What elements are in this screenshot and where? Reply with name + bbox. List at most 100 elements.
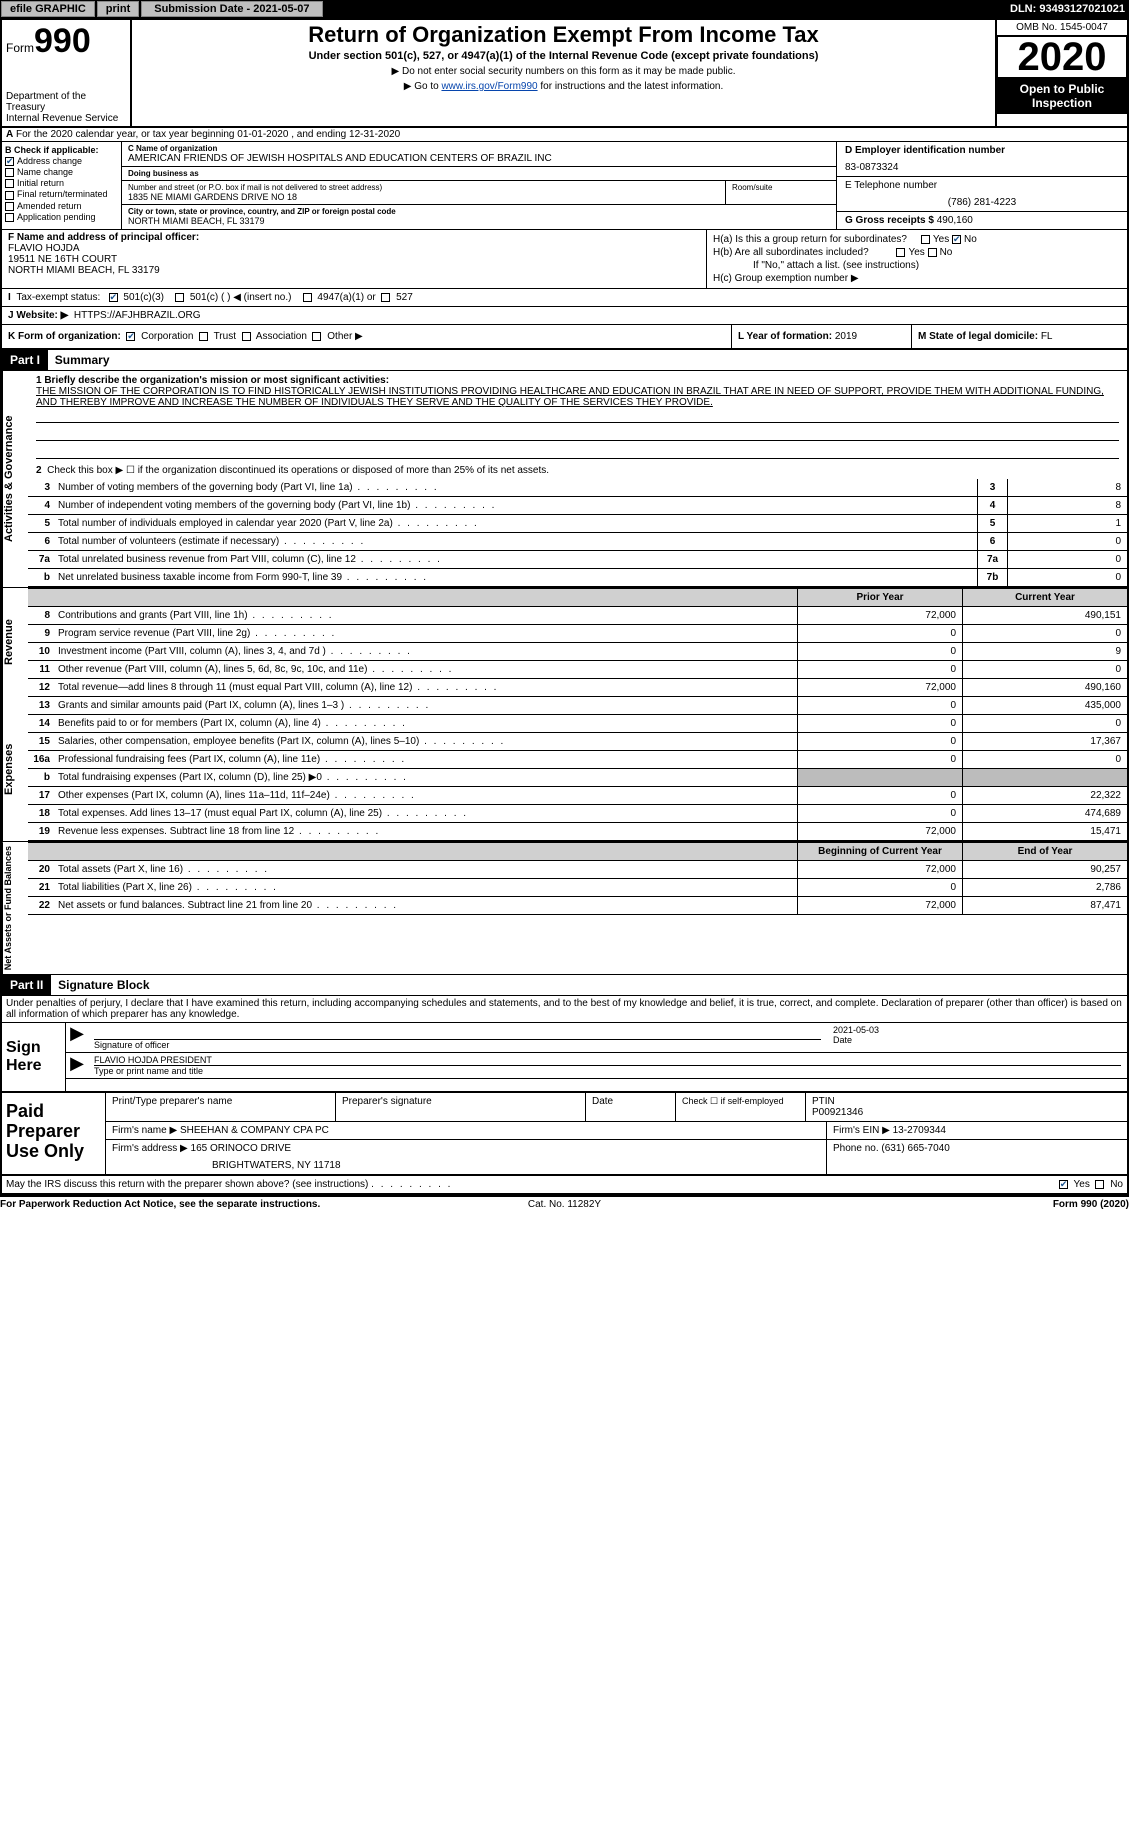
checkbox-initial-return[interactable] — [5, 179, 14, 188]
officer-name: FLAVIO HOJDA — [8, 243, 700, 254]
line-a: A For the 2020 calendar year, or tax yea… — [2, 128, 1127, 142]
tax-501c[interactable] — [175, 293, 184, 302]
paid-preparer-label: Paid Preparer Use Only — [2, 1093, 106, 1174]
form-word: Form — [6, 41, 34, 55]
section-l: L Year of formation: 2019 — [732, 325, 912, 348]
form-year-block: OMB No. 1545-0047 2020 Open to Public In… — [995, 20, 1127, 126]
form-title: Return of Organization Exempt From Incom… — [140, 22, 987, 48]
discuss-question: May the IRS discuss this return with the… — [6, 1179, 368, 1190]
open-to-public: Open to Public Inspection — [997, 78, 1127, 114]
summary-row: 5Total number of individuals employed in… — [28, 515, 1127, 533]
footer-catno: Cat. No. 11282Y — [376, 1199, 752, 1210]
sign-here-label: Sign Here — [2, 1023, 66, 1091]
prep-date: Date — [586, 1093, 676, 1121]
h-b-yes[interactable] — [896, 248, 905, 257]
h-a-yes[interactable] — [921, 235, 930, 244]
checkbox-address-change[interactable] — [5, 157, 14, 166]
h-a-no[interactable] — [952, 235, 961, 244]
section-c: C Name of organization AMERICAN FRIENDS … — [122, 142, 837, 229]
k-trust[interactable] — [199, 332, 208, 341]
tax-527[interactable] — [381, 293, 390, 302]
table-row: 16aProfessional fundraising fees (Part I… — [28, 751, 1127, 769]
arrow-icon: ▶ — [66, 1053, 88, 1078]
submission-date: Submission Date - 2021-05-07 — [141, 1, 322, 17]
checkbox-name-change[interactable] — [5, 168, 14, 177]
signature-declaration: Under penalties of perjury, I declare th… — [2, 996, 1127, 1023]
website-value: HTTPS://AFJHBRAZIL.ORG — [74, 310, 201, 321]
section-d: D Employer identification number 83-0873… — [837, 142, 1127, 229]
table-row: 22Net assets or fund balances. Subtract … — [28, 897, 1127, 915]
gross-value: 490,160 — [937, 215, 973, 226]
table-row: 21Total liabilities (Part X, line 26)02,… — [28, 879, 1127, 897]
table-row: 12Total revenue—add lines 8 through 11 (… — [28, 679, 1127, 697]
firm-city: BRIGHTWATERS, NY 11718 — [112, 1154, 820, 1171]
ptin-label: PTIN — [812, 1096, 1121, 1107]
mission-text: THE MISSION OF THE CORPORATION IS TO FIN… — [36, 386, 1119, 408]
print-button[interactable]: print — [97, 1, 139, 17]
table-row: 10Investment income (Part VIII, column (… — [28, 643, 1127, 661]
prep-self-employed: Check ☐ if self-employed — [676, 1093, 806, 1121]
ein-label: D Employer identification number — [845, 145, 1005, 156]
tab-activities-governance: Activities & Governance — [2, 371, 28, 587]
org-name-label: C Name of organization — [128, 144, 830, 153]
sig-date: 2021-05-03 — [833, 1025, 1121, 1035]
dept-label: Department of the Treasury Internal Reve… — [6, 91, 126, 124]
part2-header: Part II — [2, 975, 51, 995]
k-assoc[interactable] — [242, 332, 251, 341]
table-row: 19Revenue less expenses. Subtract line 1… — [28, 823, 1127, 841]
sig-date-label: Date — [833, 1035, 1121, 1045]
officer-addr1: 19511 NE 16TH COURT — [8, 254, 700, 265]
tab-revenue: Revenue — [2, 588, 28, 697]
part1-title: Summary — [51, 350, 114, 370]
section-i: I Tax-exempt status: 501(c)(3) 501(c) ( … — [2, 288, 1127, 306]
firm-name: SHEEHAN & COMPANY CPA PC — [180, 1125, 329, 1136]
table-row: 9Program service revenue (Part VIII, lin… — [28, 625, 1127, 643]
discuss-yes[interactable] — [1059, 1180, 1068, 1189]
section-f: F Name and address of principal officer:… — [2, 230, 707, 288]
table-row: 11Other revenue (Part VIII, column (A), … — [28, 661, 1127, 679]
checkbox-app-pending[interactable] — [5, 213, 14, 222]
form-number: 990 — [34, 22, 91, 60]
table-row: 8Contributions and grants (Part VIII, li… — [28, 607, 1127, 625]
form-subtitle: Under section 501(c), 527, or 4947(a)(1)… — [140, 50, 987, 62]
col-current-year: Current Year — [962, 589, 1127, 606]
gross-label: G Gross receipts $ — [845, 215, 934, 226]
table-row: 20Total assets (Part X, line 16)72,00090… — [28, 861, 1127, 879]
table-row: 17Other expenses (Part IX, column (A), l… — [28, 787, 1127, 805]
efile-label: efile GRAPHIC — [1, 1, 95, 17]
k-other[interactable] — [312, 332, 321, 341]
table-row: 13Grants and similar amounts paid (Part … — [28, 697, 1127, 715]
col-prior-year: Prior Year — [797, 589, 962, 606]
firm-phone: (631) 665-7040 — [881, 1143, 949, 1154]
arrow-icon: ▶ — [66, 1023, 88, 1052]
sig-officer-label: Signature of officer — [94, 1039, 821, 1050]
firm-address: 165 ORINOCO DRIVE — [191, 1143, 292, 1154]
discuss-no[interactable] — [1095, 1180, 1104, 1189]
form-note1: ▶ Do not enter social security numbers o… — [140, 66, 987, 77]
table-row: bTotal fundraising expenses (Part IX, co… — [28, 769, 1127, 787]
tax-4947[interactable] — [303, 293, 312, 302]
k-corp[interactable] — [126, 332, 135, 341]
tab-net-assets: Net Assets or Fund Balances — [2, 842, 28, 974]
summary-row: bNet unrelated business taxable income f… — [28, 569, 1127, 587]
form-id-block: Form990 Department of the Treasury Inter… — [2, 20, 132, 126]
checkbox-amended[interactable] — [5, 202, 14, 211]
tax-501c3[interactable] — [109, 293, 118, 302]
ptin-value: P00921346 — [812, 1107, 1121, 1118]
checkbox-final-return[interactable] — [5, 191, 14, 200]
tel-value: (786) 281-4223 — [845, 197, 1119, 208]
section-b-checkboxes: B Check if applicable: Address change Na… — [2, 142, 122, 229]
summary-row: 6Total number of volunteers (estimate if… — [28, 533, 1127, 551]
officer-addr2: NORTH MIAMI BEACH, FL 33179 — [8, 265, 700, 276]
omb-number: OMB No. 1545-0047 — [997, 20, 1127, 36]
summary-row: 7aTotal unrelated business revenue from … — [28, 551, 1127, 569]
table-row: 18Total expenses. Add lines 13–17 (must … — [28, 805, 1127, 823]
table-row: 14Benefits paid to or for members (Part … — [28, 715, 1127, 733]
summary-row: 3Number of voting members of the governi… — [28, 479, 1127, 497]
dba-label: Doing business as — [128, 169, 830, 178]
suite-label: Room/suite — [732, 183, 830, 192]
h-b-no[interactable] — [928, 248, 937, 257]
irs-link[interactable]: www.irs.gov/Form990 — [441, 81, 537, 92]
footer-paperwork: For Paperwork Reduction Act Notice, see … — [0, 1199, 376, 1210]
form-title-block: Return of Organization Exempt From Incom… — [132, 20, 995, 126]
